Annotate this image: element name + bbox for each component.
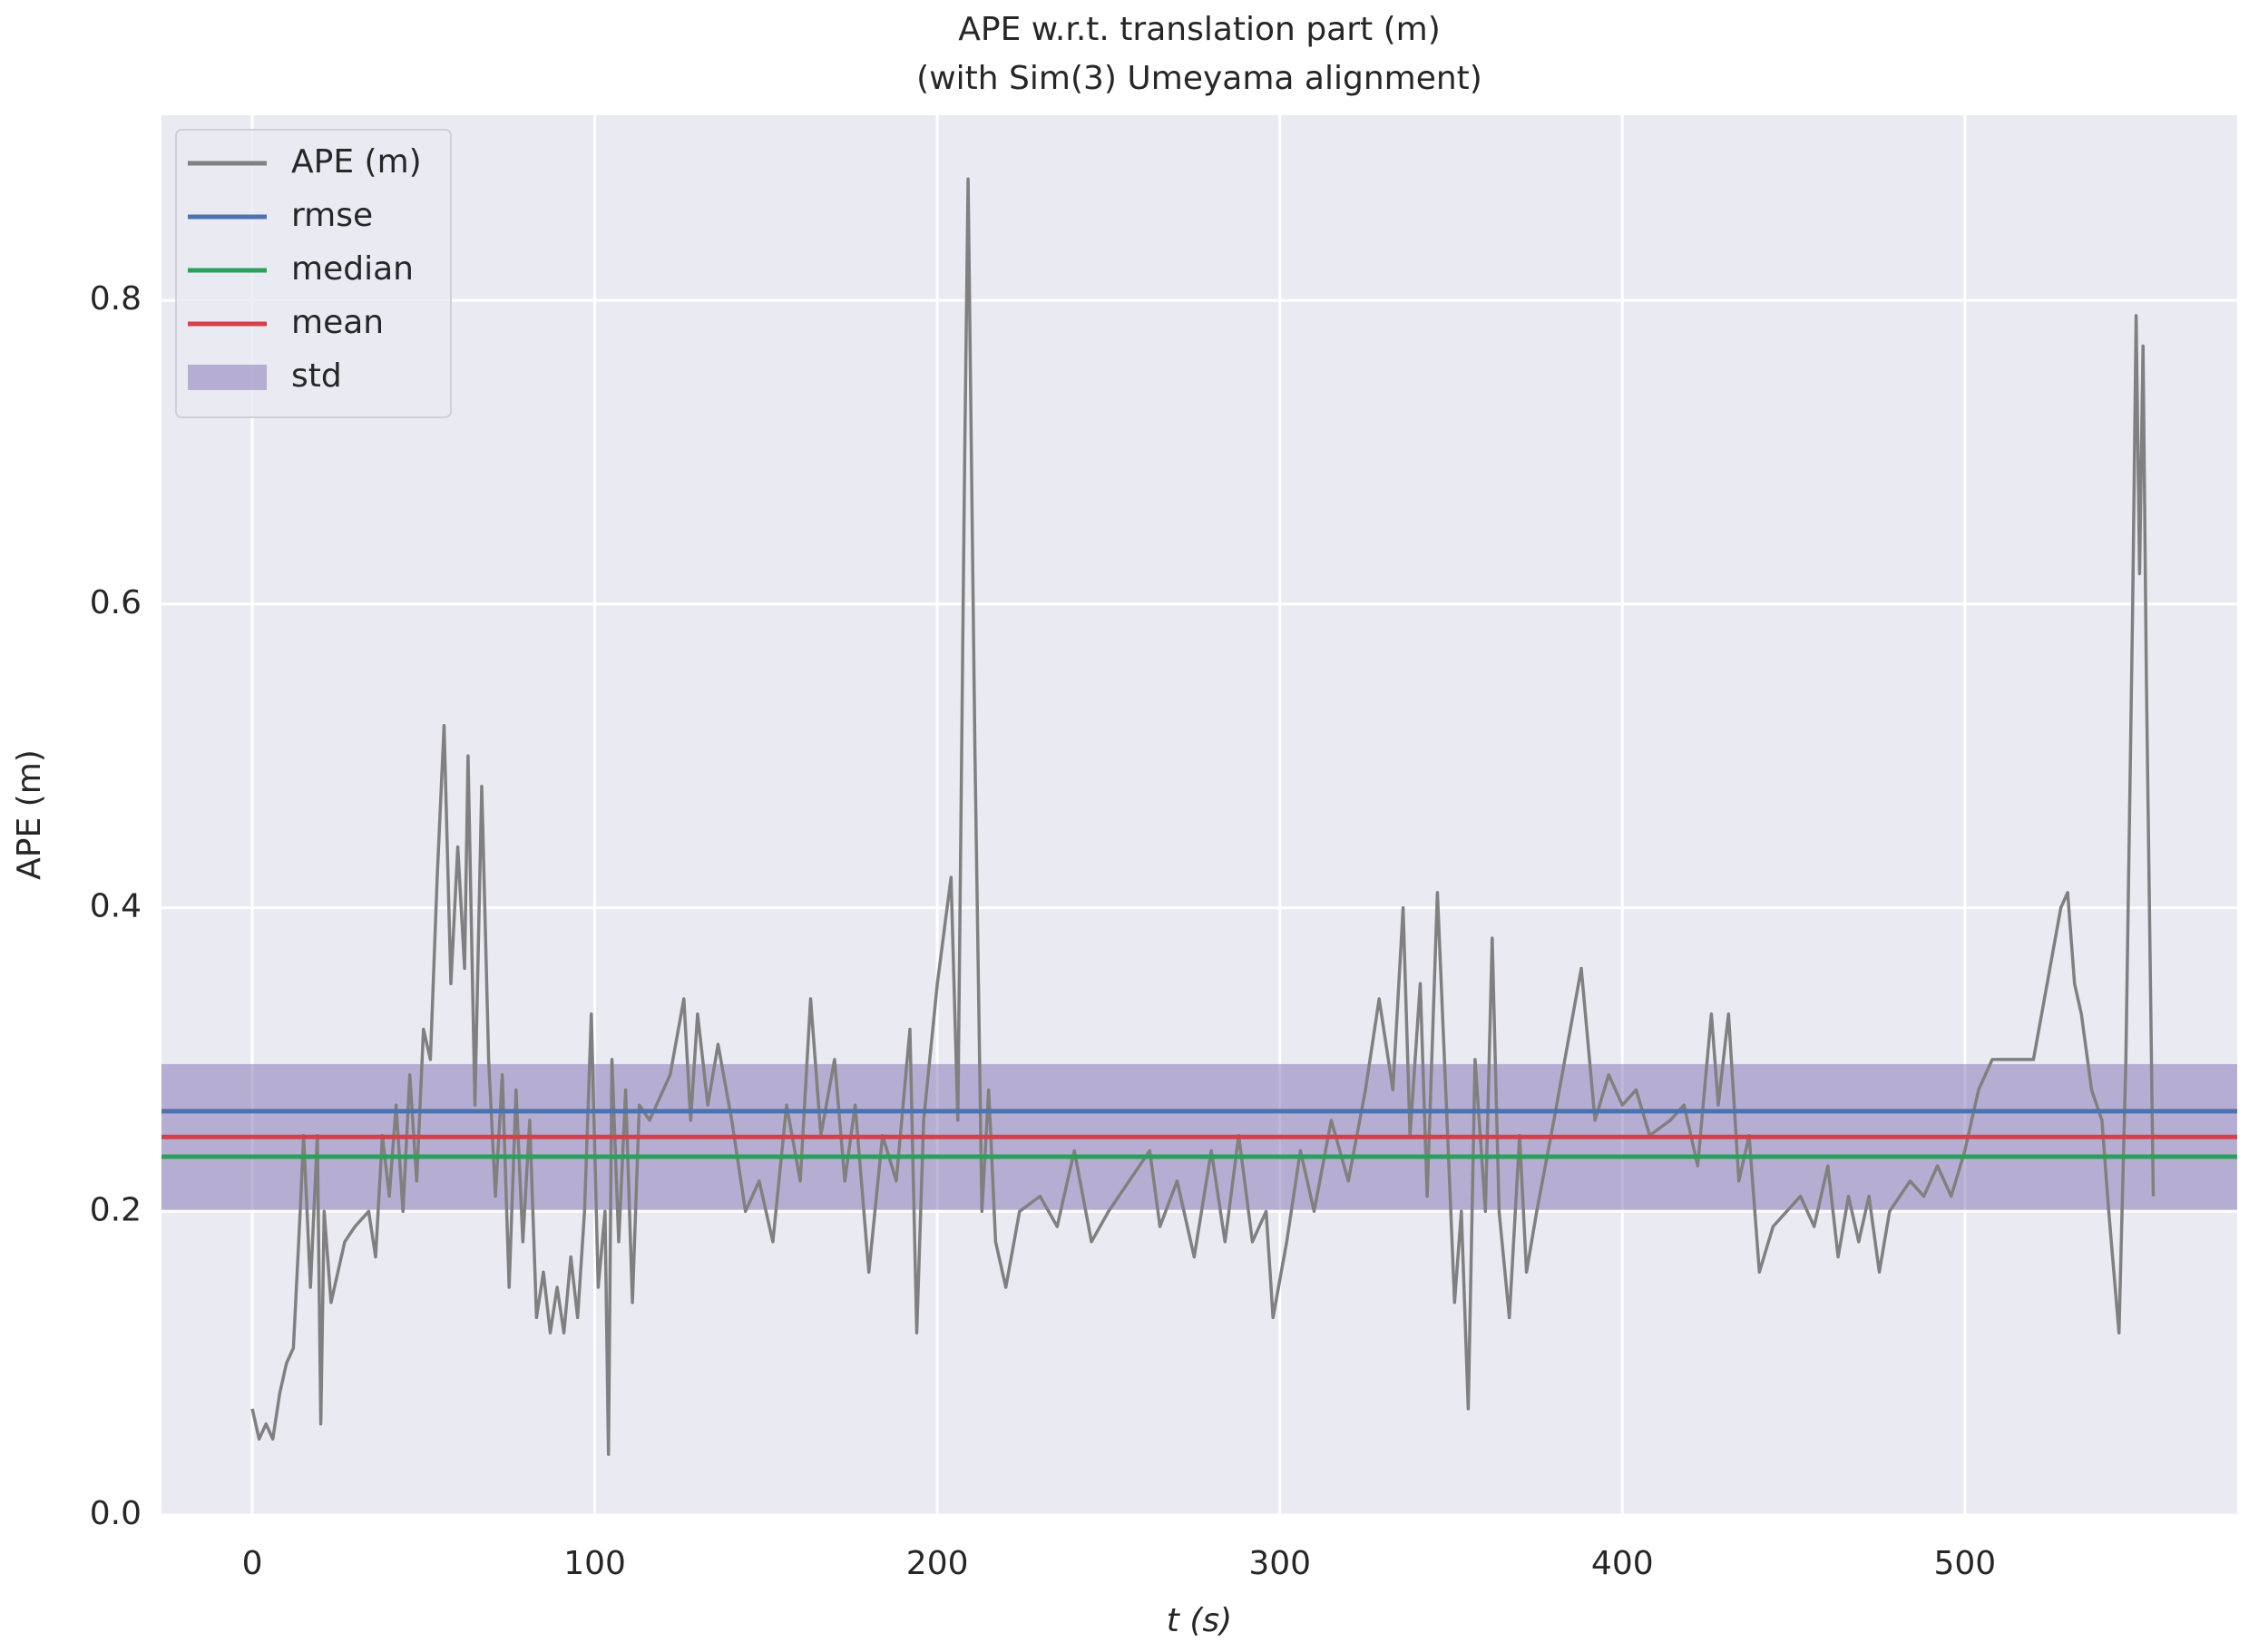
x-tick-label: 200 — [906, 1545, 969, 1582]
y-axis-label: APE (m) — [11, 749, 48, 880]
legend-swatch — [188, 365, 267, 390]
chart-title: APE w.r.t. translation part (m) — [958, 11, 1441, 48]
data-line — [250, 177, 2156, 1456]
legend-box — [175, 129, 452, 418]
legend-label: APE (m) — [291, 143, 422, 181]
x-tick-label: 0 — [242, 1545, 263, 1582]
y-tick-label: 0.0 — [90, 1495, 142, 1532]
x-tick-label: 300 — [1248, 1545, 1311, 1582]
x-tick-label: 500 — [1933, 1545, 1996, 1582]
y-tick-label: 0.4 — [90, 888, 142, 925]
legend-label: rmse — [291, 197, 373, 234]
y-tick-label: 0.8 — [90, 280, 142, 318]
y-tick-label: 0.2 — [90, 1191, 142, 1228]
legend-label: median — [291, 250, 414, 288]
chart-subtitle: (with Sim(3) Umeyama alignment) — [916, 60, 1482, 97]
legend-label: mean — [291, 304, 384, 341]
plot-area — [161, 115, 2237, 1515]
x-tick-label: 400 — [1591, 1545, 1654, 1582]
legend-label: std — [291, 357, 342, 395]
x-axis-label: t (s) — [1167, 1602, 1232, 1639]
y-tick-label: 0.6 — [90, 584, 142, 621]
x-tick-label: 100 — [563, 1545, 626, 1582]
